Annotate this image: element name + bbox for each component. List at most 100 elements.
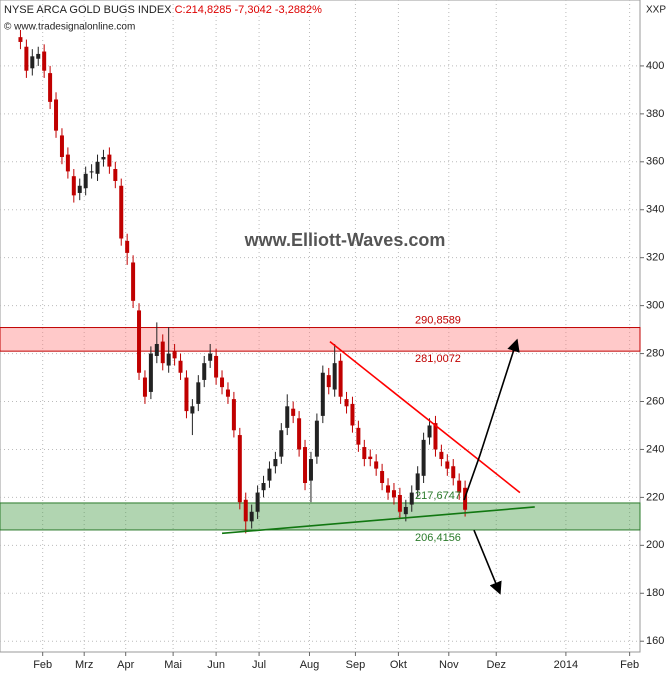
trend-line (329, 340, 521, 494)
candle-body (142, 377, 147, 397)
title-name: NYSE ARCA GOLD BUGS INDEX (4, 4, 172, 16)
candle-body (107, 154, 112, 167)
candle-body (267, 468, 272, 481)
y-tick-label: 280 (646, 347, 664, 359)
candle-body (89, 171, 94, 173)
candle-body (148, 353, 153, 392)
candle-body (427, 425, 432, 438)
x-tick-label: Mai (164, 659, 182, 671)
x-tick-label: Sep (346, 659, 366, 671)
candle-body (457, 480, 462, 493)
candle-body (350, 403, 355, 426)
candle-body (386, 485, 391, 493)
candle-body (255, 492, 260, 512)
trend-line (463, 338, 520, 501)
y-tick-label: 400 (646, 60, 664, 72)
candle-body (297, 418, 302, 450)
candle-body (421, 439, 426, 476)
trend-line (221, 506, 535, 535)
candle-body (403, 506, 408, 515)
y-tick-label: 220 (646, 491, 664, 503)
candle-body (42, 51, 47, 71)
x-tick-label: Mrz (75, 659, 93, 671)
candle-body (374, 461, 379, 469)
candle-body (131, 262, 136, 301)
zone-label: 281,0072 (415, 353, 461, 365)
zone (0, 502, 641, 531)
candle-body (54, 99, 59, 131)
zone-label: 290,8589 (415, 314, 461, 326)
x-tick-label: Okt (390, 659, 407, 671)
x-tick-label: Apr (117, 659, 134, 671)
candle-body (314, 420, 319, 457)
candle-body (279, 430, 284, 457)
candle-body (113, 168, 118, 181)
candle-body (125, 240, 130, 253)
candle-body (83, 173, 88, 189)
candle-body (24, 46, 29, 71)
plot-frame (0, 0, 641, 653)
candle-body (285, 406, 290, 428)
candle-body (220, 377, 225, 388)
x-tick-label: Feb (33, 659, 52, 671)
symbol: XXP (646, 5, 666, 16)
candle-body (356, 427, 361, 445)
candle-body (237, 435, 242, 503)
candle-body (101, 157, 106, 160)
grid (0, 0, 644, 656)
candle-body (291, 408, 296, 416)
y-tick-label: 240 (646, 443, 664, 455)
y-tick-label: 180 (646, 587, 664, 599)
candle-body (190, 406, 195, 414)
candle-body (178, 360, 183, 373)
candle-body (184, 377, 189, 412)
candle-body (451, 466, 456, 479)
candle-body (338, 360, 343, 397)
candle-body (433, 423, 438, 450)
x-tick-label: Nov (439, 659, 459, 671)
candle-body (59, 135, 64, 158)
candle-body (137, 310, 142, 373)
candle-body (48, 73, 53, 102)
candle-body (409, 492, 414, 505)
candle-body (362, 447, 367, 460)
candle-body (71, 176, 76, 196)
source: © www.tradesignalonline.com (4, 22, 135, 33)
y-tick-label: 360 (646, 156, 664, 168)
chart-title: NYSE ARCA GOLD BUGS INDEX C:214,8285 -7,… (4, 4, 322, 16)
candle-body (344, 399, 349, 407)
candle-body (225, 389, 230, 397)
candle-body (320, 372, 325, 416)
x-tick-label: 2014 (554, 659, 578, 671)
candle-body (445, 461, 450, 469)
x-tick-label: Jun (207, 659, 225, 671)
candle-body (308, 459, 313, 481)
zone-label: 217,6747 (415, 490, 461, 502)
y-tick-label: 160 (646, 635, 664, 647)
candle-body (332, 363, 337, 390)
y-tick-label: 200 (646, 539, 664, 551)
candle-body (326, 375, 331, 388)
candle-body (77, 185, 82, 193)
candle-body (273, 459, 278, 467)
candle-body (18, 37, 23, 42)
x-tick-label: Aug (300, 659, 320, 671)
title-values: C:214,8285 -7,3042 -3,2882% (175, 4, 323, 16)
candle-body (397, 494, 402, 512)
y-tick-label: 380 (646, 108, 664, 120)
candle-body (166, 353, 171, 366)
candle-body (214, 355, 219, 378)
candle-body (36, 53, 41, 59)
y-tick-label: 260 (646, 395, 664, 407)
trend-line (473, 529, 502, 595)
candle-body (391, 490, 396, 498)
zone-label: 206,4156 (415, 532, 461, 544)
watermark: www.Elliott-Waves.com (244, 230, 446, 250)
candle-body (439, 451, 444, 460)
candle-body (303, 447, 308, 484)
candles (18, 29, 468, 534)
candle-body (380, 471, 385, 484)
candle-body (368, 456, 373, 460)
candle-body (95, 161, 100, 174)
